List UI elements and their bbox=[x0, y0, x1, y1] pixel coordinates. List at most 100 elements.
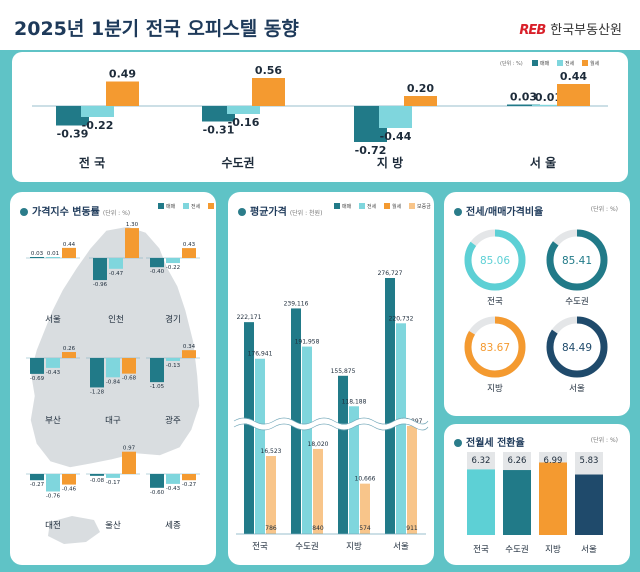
legend-label-rent: 월세 bbox=[392, 203, 402, 210]
conv-bar-0 bbox=[467, 469, 495, 535]
donut-arc-0 bbox=[464, 229, 526, 291]
legend-swatch-rent bbox=[208, 203, 214, 209]
page-title: 2025년 1분기 전국 오피스텔 동향 bbox=[14, 14, 299, 41]
index-region-label-8: 세종 bbox=[165, 521, 181, 531]
index-label-sale-0: 0.03 bbox=[31, 251, 44, 257]
conv-panel: 전월세 전환율 (단위 : %) 6.32 전국 6.26 수도권 6.99 지방 5.83… bbox=[444, 424, 630, 565]
top-bar-sale-1 bbox=[202, 106, 235, 122]
ratio-panel-dot-icon bbox=[454, 208, 462, 216]
top-label-rent-2: 0.20 bbox=[407, 82, 434, 95]
index-label-sale-3: -0.69 bbox=[30, 376, 45, 382]
ratio-panel-unit: (단위 : %) bbox=[590, 206, 618, 213]
avg-bar-rent-2 bbox=[360, 483, 370, 534]
index-region-label-7: 울산 bbox=[105, 520, 121, 531]
top-region-label-2: 지 방 bbox=[377, 155, 403, 170]
index-label-sale-5: -1.05 bbox=[150, 384, 165, 390]
ratio-chart: 85.06 전국 85.41 수도권 83.67 지방 84.49 서울 bbox=[464, 229, 608, 394]
legend-swatch-jeonse bbox=[183, 203, 189, 209]
axis-break-line-bottom bbox=[233, 423, 429, 431]
top-label-rent-1: 0.56 bbox=[255, 64, 282, 77]
avg-bar-jeonse-0 bbox=[255, 358, 265, 534]
index-region-label-4: 대구 bbox=[105, 416, 121, 426]
legend-swatch-sale bbox=[532, 60, 538, 66]
avg-label-rent-1: 18,020 bbox=[308, 441, 329, 448]
index-bar-rent-5 bbox=[182, 350, 196, 358]
donut-label-1: 수도권 bbox=[565, 296, 588, 307]
avg-region-label-3: 서울 bbox=[393, 542, 409, 552]
avg-label-jeonse-3: 220,732 bbox=[389, 315, 414, 322]
index-label-jeonse-0: 0.01 bbox=[47, 251, 59, 257]
index-bar-jeonse-0 bbox=[46, 257, 60, 258]
jeju-map-shape bbox=[48, 516, 100, 544]
top-label-jeonse-3: 0.01 bbox=[535, 91, 562, 104]
legend-label-jeonse: 전세 bbox=[367, 203, 377, 210]
conv-value-3: 5.83 bbox=[580, 456, 599, 466]
header-bar: 2025년 1분기 전국 오피스텔 동향 REB 한국부동산원 bbox=[0, 0, 640, 50]
index-label-rent-7: 0.97 bbox=[123, 446, 136, 452]
index-label-sale-1: -0.96 bbox=[93, 282, 108, 288]
index-bar-sale-3 bbox=[30, 358, 44, 374]
avg-bar-sale-1 bbox=[291, 308, 301, 534]
avg-panel-title: 평균가격 (단위 : 천원) bbox=[238, 203, 322, 218]
ratio-panel-title-text: 전세/매매가격비율 bbox=[466, 207, 544, 218]
index-region-label-5: 광주 bbox=[165, 415, 181, 426]
index-bar-jeonse-2 bbox=[166, 258, 180, 264]
index-bar-jeonse-1 bbox=[109, 258, 123, 269]
index-bar-sale-7 bbox=[90, 474, 104, 476]
index-bar-sale-0 bbox=[30, 257, 44, 258]
title-rest: 전국 오피스텔 동향 bbox=[145, 18, 299, 40]
index-bar-rent-6 bbox=[62, 474, 76, 485]
title-prefix: 2025년 1분기 bbox=[14, 18, 140, 40]
index-label-jeonse-6: -0.76 bbox=[46, 493, 61, 499]
top-bar-jeonse-2 bbox=[379, 106, 412, 128]
conv-bar-1 bbox=[503, 470, 531, 535]
avg-chart: 매매 전세 월세 보증금 222,171 176,941 16,523 786 전국 239,11… bbox=[232, 203, 431, 552]
conv-bar-3 bbox=[575, 474, 603, 535]
legend-swatch-deposit bbox=[409, 203, 415, 209]
conv-value-0: 6.32 bbox=[472, 456, 491, 466]
index-chart: 매매전세월세0.030.010.44서울-0.96-0.471.30인천-0.4… bbox=[26, 203, 214, 544]
donut-label-2: 지방 bbox=[487, 383, 503, 394]
avg-bar-rent-0 bbox=[266, 456, 276, 534]
index-region-label-0: 서울 bbox=[45, 315, 61, 325]
top-label-rent-0: 0.49 bbox=[109, 68, 136, 81]
index-bar-rent-0 bbox=[62, 247, 76, 258]
index-region-label-2: 경기 bbox=[165, 314, 181, 325]
top-label-jeonse-1: -0.16 bbox=[228, 116, 260, 129]
index-bar-rent-1 bbox=[125, 228, 139, 258]
index-label-sale-2: -0.40 bbox=[150, 269, 165, 275]
donut-value-2: 83.67 bbox=[480, 342, 510, 354]
index-label-rent-4: -0.68 bbox=[122, 376, 137, 382]
index-panel-title-text: 가격지수 변동률 bbox=[32, 207, 100, 218]
top-region-label-1: 수도권 bbox=[221, 156, 254, 170]
top-chart-unit: (단위 : %) bbox=[500, 60, 523, 67]
index-bar-jeonse-6 bbox=[46, 474, 60, 492]
index-bar-sale-8 bbox=[150, 474, 164, 488]
ratio-panel-title: 전세/매매가격비율 bbox=[454, 203, 543, 218]
axis-break-line-top bbox=[233, 417, 429, 425]
avg-bar-jeonse-3 bbox=[396, 323, 406, 534]
top-label-jeonse-0: -0.22 bbox=[82, 119, 114, 132]
top-bar-rent-2 bbox=[404, 96, 437, 106]
top-bar-rent-1 bbox=[252, 78, 285, 106]
avg-label-deposit-2: 574 bbox=[359, 525, 371, 532]
avg-bar-rent-3 bbox=[407, 425, 417, 534]
ratio-panel: 전세/매매가격비율 (단위 : %) 85.06 전국 85.41 수도권 83.67 지… bbox=[444, 192, 630, 416]
donut-value-3: 84.49 bbox=[562, 342, 592, 354]
avg-label-rent-0: 16,523 bbox=[261, 448, 282, 455]
index-label-sale-8: -0.60 bbox=[150, 490, 165, 496]
conv-panel-title: 전월세 전환율 bbox=[454, 434, 525, 449]
avg-label-jeonse-0: 176,941 bbox=[248, 351, 273, 358]
index-label-rent-6: -0.46 bbox=[62, 487, 77, 493]
avg-label-sale-2: 155,875 bbox=[331, 368, 356, 375]
legend-label-sale: 매매 bbox=[342, 203, 352, 210]
axis-break-white bbox=[232, 418, 431, 430]
index-label-rent-0: 0.44 bbox=[63, 242, 76, 248]
top-bar-jeonse-0 bbox=[81, 106, 114, 117]
index-label-jeonse-7: -0.17 bbox=[106, 480, 121, 486]
index-bar-sale-2 bbox=[150, 258, 164, 268]
conv-panel-unit: (단위 : %) bbox=[590, 437, 618, 444]
donut-label-0: 전국 bbox=[487, 296, 503, 307]
index-bar-sale-6 bbox=[30, 474, 44, 481]
legend-label-rent: 월세 bbox=[590, 60, 600, 67]
